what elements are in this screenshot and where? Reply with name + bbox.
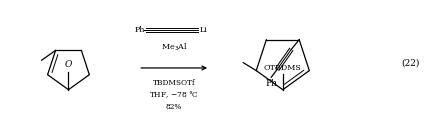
Text: Ph: Ph: [135, 26, 145, 34]
Text: Ph: Ph: [265, 79, 277, 88]
Text: O: O: [65, 60, 72, 69]
Text: OTBDMS: OTBDMS: [264, 64, 302, 72]
Text: THF, $-$78 °C: THF, $-$78 °C: [149, 89, 199, 100]
Text: 82%: 82%: [166, 102, 182, 110]
Text: TBDMSOTf: TBDMSOTf: [153, 79, 196, 87]
Text: (22): (22): [401, 59, 419, 68]
Text: Me$_3$Al: Me$_3$Al: [161, 41, 187, 53]
Text: Li: Li: [200, 26, 208, 34]
